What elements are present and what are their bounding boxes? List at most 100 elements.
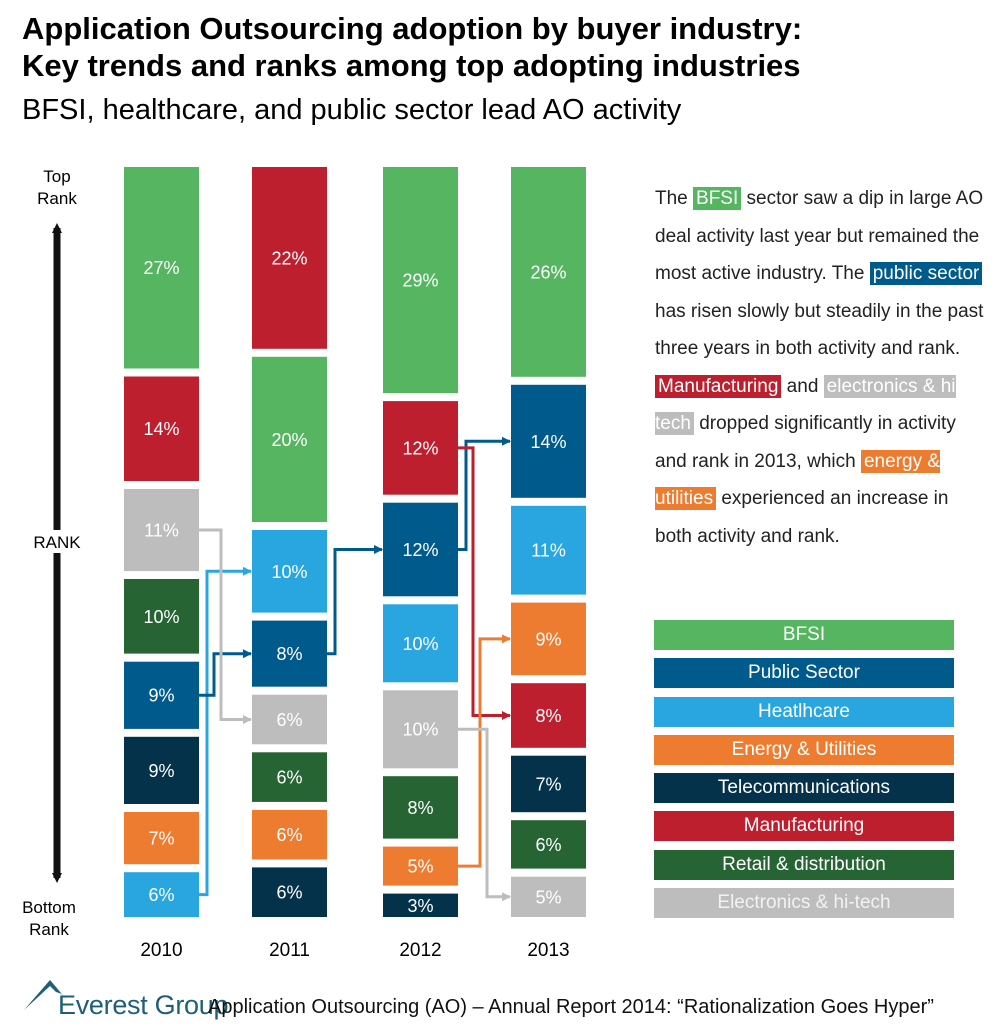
commentary-text-2: sector saw a dip in large AO deal activi… bbox=[655, 188, 984, 284]
legend-item-energy-utilities: Energy & Utilities bbox=[654, 734, 954, 765]
bar-label-2013-telecommunications: 7% bbox=[535, 775, 561, 795]
bar-label-2010-electronics-hi-tech: 11% bbox=[144, 521, 179, 541]
bar-columns: 27% 14% 11% 10% 9% 9% 7% 6% 22% 20% 10% 8% 6% 6% 6% 6% 2… bbox=[124, 167, 586, 917]
bar-2011-retail-distribution bbox=[252, 752, 327, 802]
logo-text: Everest Group bbox=[58, 990, 229, 1020]
rank-chart: Top Rank RANK Bottom Rank 27% 14% 11% 10% 9%… bbox=[22, 167, 586, 961]
bar-label-2012-manufacturing: 12% bbox=[402, 438, 438, 458]
bar-2010-electronics-hi-tech bbox=[124, 489, 199, 572]
trend-arrow-public-sector-2010-2011 bbox=[199, 649, 252, 697]
bar-label-2010-manufacturing: 14% bbox=[143, 419, 179, 439]
bar-label-2013-electronics-hi-tech: 5% bbox=[535, 887, 561, 907]
footer-report-title: Application Outsourcing (AO) – Annual Re… bbox=[208, 996, 934, 1018]
bar-label-2011-manufacturing: 22% bbox=[271, 248, 307, 268]
bar-label-2011-electronics-hi-tech: 6% bbox=[276, 710, 302, 730]
bar-label-2012-bfsi: 29% bbox=[402, 271, 438, 291]
everest-logo-icon bbox=[24, 980, 68, 1010]
legend-item-retail-distribution: Retail & distribution bbox=[654, 849, 954, 880]
trend-arrow-public-sector-2012-2013 bbox=[458, 436, 511, 551]
bar-label-2013-manufacturing: 8% bbox=[535, 706, 561, 726]
bar-label-2012-heatlhcare: 10% bbox=[402, 634, 438, 654]
bar-2011-energy-utilities bbox=[252, 809, 327, 860]
bar-2013-bfsi bbox=[511, 167, 586, 377]
highlight-public-sector: public sector bbox=[869, 262, 983, 285]
bar-2010-energy-utilities bbox=[124, 812, 199, 865]
bar-2012-heatlhcare bbox=[383, 604, 458, 683]
bar-2013-manufacturing bbox=[511, 683, 586, 748]
axis-top-line1: Top bbox=[43, 167, 70, 186]
bar-2011-telecommunications bbox=[252, 867, 327, 917]
bar-2012-retail-distribution bbox=[383, 776, 458, 839]
bar-2013-electronics-hi-tech bbox=[511, 876, 586, 917]
bar-label-2013-heatlhcare: 11% bbox=[531, 541, 566, 561]
bar-2011-manufacturing bbox=[252, 167, 327, 349]
highlight-bfsi: BFSI bbox=[693, 187, 742, 210]
legend-item-manufacturing: Manufacturing bbox=[654, 811, 954, 842]
bar-label-2012-energy-utilities: 5% bbox=[407, 857, 433, 877]
trend-arrow-electronics-hi-tech-2012-2013 bbox=[458, 727, 511, 902]
legend-item-public-sector: Public Sector bbox=[654, 658, 954, 689]
bar-label-2010-energy-utilities: 7% bbox=[148, 829, 174, 849]
bar-label-2012-retail-distribution: 8% bbox=[407, 798, 433, 818]
bar-label-2011-retail-distribution: 6% bbox=[276, 768, 302, 788]
legend-item-bfsi: BFSI bbox=[654, 620, 954, 650]
year-label-2010: 2010 bbox=[140, 940, 182, 961]
page-subtitle: BFSI, healthcare, and public sector lead… bbox=[22, 94, 682, 126]
bar-label-2010-telecommunications: 9% bbox=[148, 761, 174, 781]
bar-label-2013-public-sector: 14% bbox=[530, 432, 566, 452]
bar-label-2012-electronics-hi-tech: 10% bbox=[402, 720, 438, 740]
legend-item-electronics-hi-tech: Electronics & hi-tech bbox=[654, 888, 954, 919]
bar-label-2013-retail-distribution: 6% bbox=[535, 835, 561, 855]
bar-label-2012-public-sector: 12% bbox=[402, 540, 438, 560]
bar-2013-public-sector bbox=[511, 384, 586, 498]
page-title: Application Outsourcing adoption by buye… bbox=[22, 11, 803, 83]
bar-2011-public-sector bbox=[252, 620, 327, 687]
trend-arrow-energy-utilities-2012-2013 bbox=[458, 634, 511, 868]
bar-2010-retail-distribution bbox=[124, 579, 199, 654]
bar-2010-telecommunications bbox=[124, 736, 199, 804]
year-label-2012: 2012 bbox=[399, 940, 441, 961]
bar-label-2010-heatlhcare: 6% bbox=[148, 885, 174, 905]
bar-label-2010-retail-distribution: 10% bbox=[143, 607, 179, 627]
bar-label-2013-bfsi: 26% bbox=[530, 262, 566, 282]
bar-2013-retail-distribution bbox=[511, 820, 586, 869]
bar-2012-energy-utilities bbox=[383, 846, 458, 886]
bar-label-2010-bfsi: 27% bbox=[143, 258, 179, 278]
bar-label-2011-telecommunications: 6% bbox=[276, 883, 302, 903]
legend-item-telecommunications: Telecommunications bbox=[654, 773, 954, 804]
bar-2010-bfsi bbox=[124, 167, 199, 369]
commentary: The BFSI sector saw a dip in large AO de… bbox=[655, 180, 985, 555]
bar-label-2012-telecommunications: 3% bbox=[407, 896, 433, 916]
bar-2012-public-sector bbox=[383, 502, 458, 597]
highlight-manufacturing: Manufacturing bbox=[655, 374, 782, 398]
trend-arrow-heatlhcare-2010-2011 bbox=[199, 566, 252, 897]
bar-2012-bfsi bbox=[383, 167, 458, 394]
bar-2013-heatlhcare bbox=[511, 505, 586, 595]
legend-item-heatlhcare: Heatlhcare bbox=[654, 696, 954, 727]
bar-label-2011-bfsi: 20% bbox=[271, 430, 307, 450]
bar-label-2013-energy-utilities: 9% bbox=[535, 629, 561, 649]
trend-arrows bbox=[199, 436, 511, 902]
commentary-text-3: has risen slowly but steadily in the pas… bbox=[655, 300, 984, 360]
year-labels: 2010 2011 2012 2013 bbox=[140, 940, 569, 961]
axis-bottom-line1: Bottom bbox=[22, 898, 76, 917]
year-label-2011: 2011 bbox=[269, 940, 310, 961]
bar-label-2011-heatlhcare: 10% bbox=[271, 562, 307, 582]
commentary-text-1: The bbox=[655, 188, 694, 209]
commentary-text-6: experienced an increase in both activity… bbox=[655, 488, 949, 547]
bar-2012-electronics-hi-tech bbox=[383, 690, 458, 769]
bar-2013-telecommunications bbox=[511, 755, 586, 813]
bar-label-2011-public-sector: 8% bbox=[276, 644, 302, 664]
legend: BFSI Public Sector Heatlhcare Energy & Util… bbox=[654, 620, 954, 926]
trend-arrow-public-sector-2011-2012 bbox=[327, 545, 383, 656]
bar-2010-manufacturing bbox=[124, 376, 199, 481]
bar-2013-energy-utilities bbox=[511, 602, 586, 676]
bar-2010-heatlhcare bbox=[124, 872, 199, 917]
bar-2011-heatlhcare bbox=[252, 530, 327, 613]
bar-2011-bfsi bbox=[252, 356, 327, 522]
commentary-text-4: and bbox=[781, 375, 824, 397]
axis-bottom-line2: Rank bbox=[29, 920, 69, 939]
year-label-2013: 2013 bbox=[527, 940, 569, 961]
bar-2010-public-sector bbox=[124, 661, 199, 729]
axis-middle-label: RANK bbox=[33, 533, 81, 552]
